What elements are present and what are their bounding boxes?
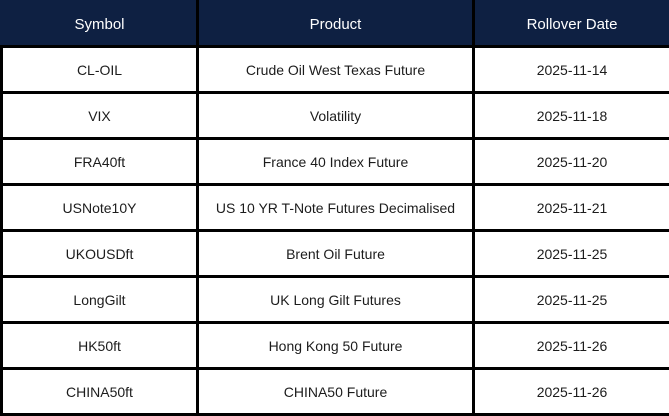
table-row: USNote10Y US 10 YR T-Note Futures Decima… [2, 185, 669, 231]
symbol-cell: CHINA50ft [2, 369, 198, 415]
table-row: HK50ft Hong Kong 50 Future 2025-11-26 [2, 323, 669, 369]
symbol-cell: LongGilt [2, 277, 198, 323]
product-cell: Volatility [198, 93, 474, 139]
rollover-date-cell: 2025-11-21 [474, 185, 669, 231]
rollover-date-cell: 2025-11-25 [474, 277, 669, 323]
product-cell: CHINA50 Future [198, 369, 474, 415]
table-row: UKOUSDft Brent Oil Future 2025-11-25 [2, 231, 669, 277]
rollover-date-cell: 2025-11-26 [474, 323, 669, 369]
product-cell: UK Long Gilt Futures [198, 277, 474, 323]
column-header-rollover-date: Rollover Date [474, 2, 669, 47]
table-header: Symbol Product Rollover Date [2, 2, 669, 47]
column-header-symbol: Symbol [2, 2, 198, 47]
symbol-cell: VIX [2, 93, 198, 139]
symbol-cell: FRA40ft [2, 139, 198, 185]
rollover-date-cell: 2025-11-26 [474, 369, 669, 415]
symbol-cell: UKOUSDft [2, 231, 198, 277]
rollover-date-cell: 2025-11-20 [474, 139, 669, 185]
rollover-date-cell: 2025-11-25 [474, 231, 669, 277]
product-cell: Hong Kong 50 Future [198, 323, 474, 369]
table-body: CL-OIL Crude Oil West Texas Future 2025-… [2, 47, 669, 415]
rollover-date-cell: 2025-11-18 [474, 93, 669, 139]
column-header-product: Product [198, 2, 474, 47]
product-cell: France 40 Index Future [198, 139, 474, 185]
table-row: CHINA50ft CHINA50 Future 2025-11-26 [2, 369, 669, 415]
product-cell: Crude Oil West Texas Future [198, 47, 474, 93]
product-cell: US 10 YR T-Note Futures Decimalised [198, 185, 474, 231]
table-row: FRA40ft France 40 Index Future 2025-11-2… [2, 139, 669, 185]
header-row: Symbol Product Rollover Date [2, 2, 669, 47]
product-cell: Brent Oil Future [198, 231, 474, 277]
symbol-cell: CL-OIL [2, 47, 198, 93]
rollover-date-cell: 2025-11-14 [474, 47, 669, 93]
symbol-cell: USNote10Y [2, 185, 198, 231]
table-row: VIX Volatility 2025-11-18 [2, 93, 669, 139]
table-row: CL-OIL Crude Oil West Texas Future 2025-… [2, 47, 669, 93]
symbol-cell: HK50ft [2, 323, 198, 369]
table-row: LongGilt UK Long Gilt Futures 2025-11-25 [2, 277, 669, 323]
